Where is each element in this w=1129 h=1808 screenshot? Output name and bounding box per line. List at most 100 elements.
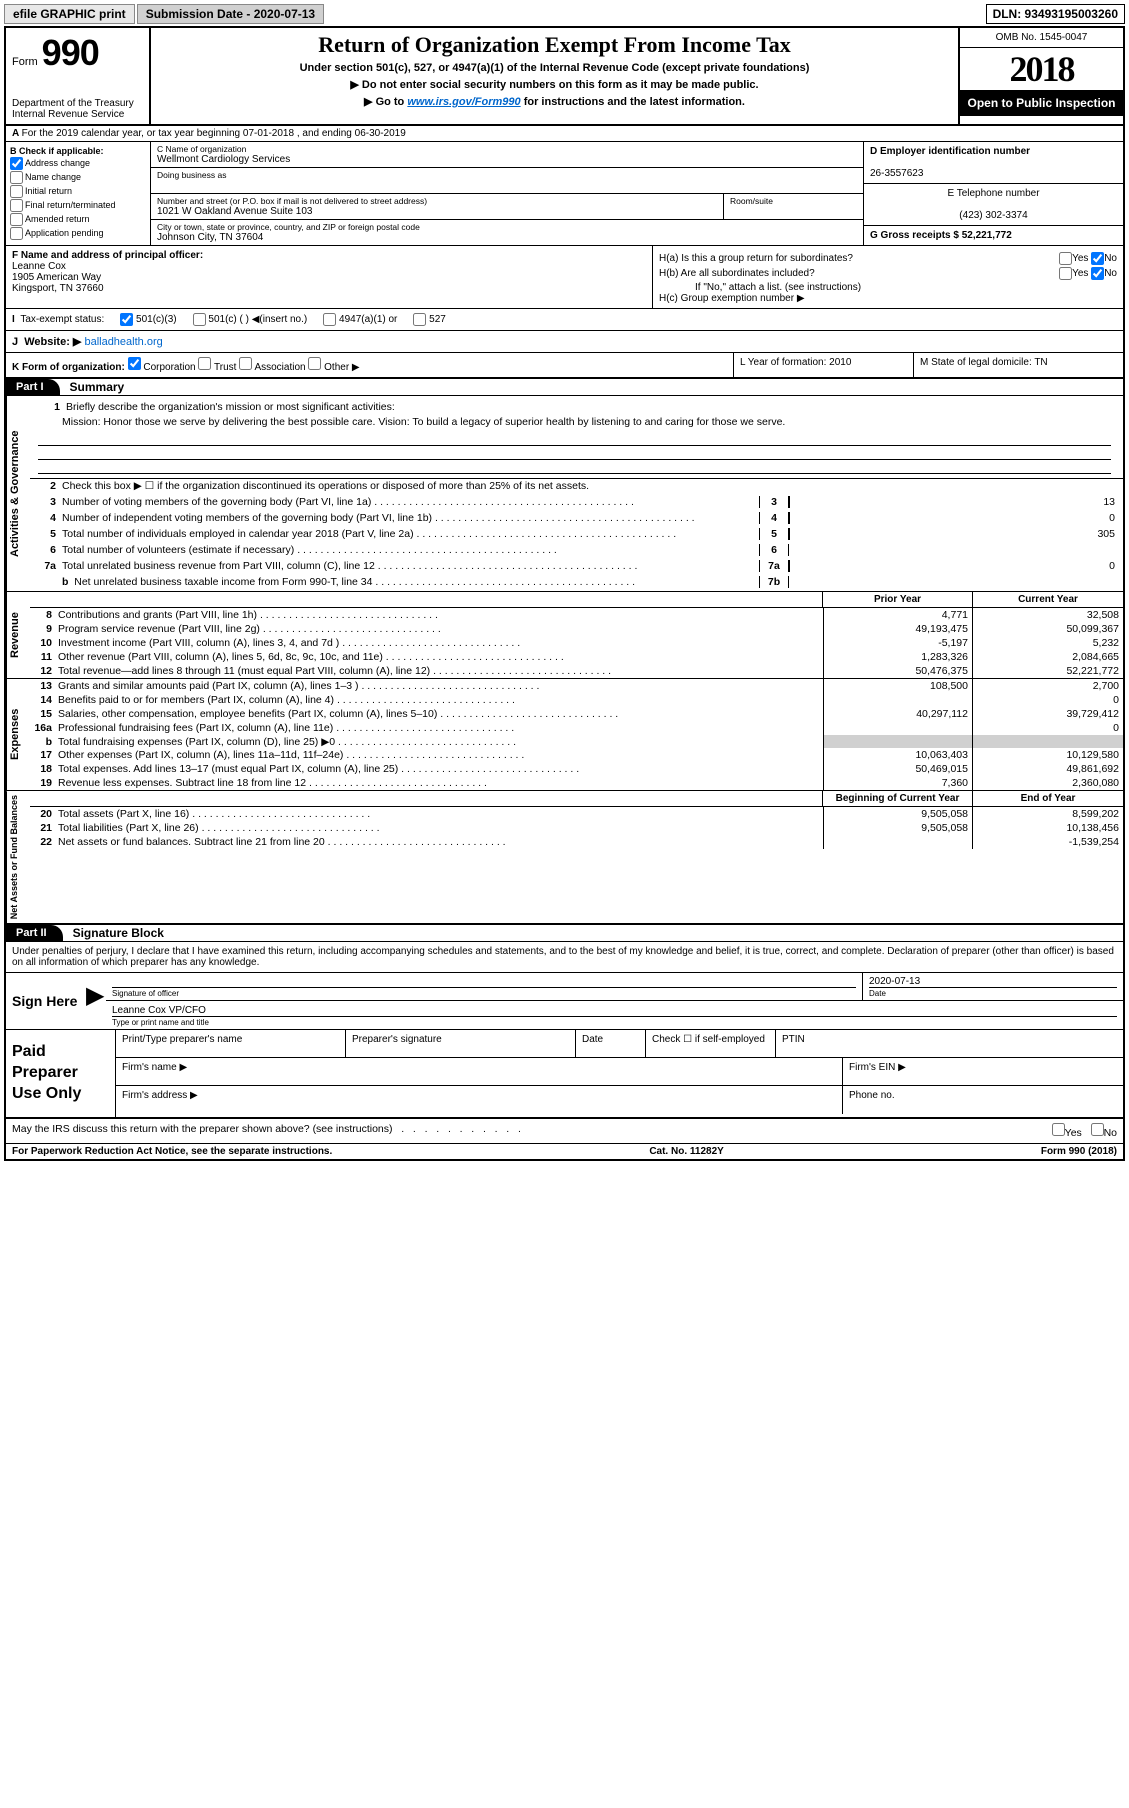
line2-text: Check this box ▶ ☐ if the organization d… (62, 480, 1119, 492)
street-address: 1021 W Oakland Avenue Suite 103 (157, 206, 717, 217)
trust-checkbox[interactable] (198, 357, 211, 370)
current-year-header: Current Year (973, 592, 1123, 607)
ha-yes[interactable] (1059, 252, 1072, 265)
part2-tab: Part II (6, 925, 63, 941)
firm-name-label: Firm's name ▶ (116, 1058, 843, 1085)
footer-question: May the IRS discuss this return with the… (6, 1119, 1123, 1144)
sig-officer-label: Signature of officer (112, 987, 856, 998)
line-22: 22Net assets or fund balances. Subtract … (30, 835, 1123, 849)
discuss-yes[interactable] (1052, 1123, 1065, 1136)
line-21: 21Total liabilities (Part X, line 26) 9,… (30, 821, 1123, 835)
part2-header: Part II Signature Block (6, 925, 1123, 942)
activities-label: Activities & Governance (6, 396, 30, 591)
527-checkbox[interactable] (413, 313, 426, 326)
address-change-checkbox[interactable]: Address change (10, 157, 146, 170)
mission-statement: Mission: Honor those we serve by deliver… (34, 416, 1115, 428)
sig-date-value: 2020-07-13 (869, 976, 1117, 987)
officer-addr1: 1905 American Way (12, 272, 101, 283)
final-return-checkbox[interactable]: Final return/terminated (10, 199, 146, 212)
officer-label: F Name and address of principal officer: (12, 250, 203, 261)
paid-preparer-label: Paid Preparer Use Only (6, 1030, 116, 1116)
phone-value: (423) 302-3374 (959, 210, 1027, 221)
paperwork-notice: For Paperwork Reduction Act Notice, see … (12, 1146, 332, 1157)
section-b-title: B Check if applicable: (10, 146, 104, 156)
line-16b: bTotal fundraising expenses (Part IX, co… (30, 735, 1123, 748)
website-label: Website: ▶ (24, 336, 81, 348)
note-goto-pre: Go to (376, 96, 408, 108)
line-13: 13Grants and similar amounts paid (Part … (30, 679, 1123, 693)
gross-receipts: G Gross receipts $ 52,221,772 (870, 230, 1012, 241)
prior-year-header: Prior Year (823, 592, 973, 607)
part2-title: Signature Block (63, 926, 164, 940)
irs-form-link[interactable]: www.irs.gov/Form990 (407, 96, 520, 108)
sign-here-block: Sign Here ▶ Signature of officer 2020-07… (6, 973, 1123, 1030)
ein-value: 26-3557623 (870, 168, 923, 179)
4947-checkbox[interactable] (323, 313, 336, 326)
hb-no[interactable] (1091, 267, 1104, 280)
sig-date-label: Date (869, 987, 1117, 998)
section-fh: F Name and address of principal officer:… (6, 246, 1123, 309)
corp-checkbox[interactable] (128, 357, 141, 370)
row-i-tax-status: I Tax-exempt status: 501(c)(3) 501(c) ( … (6, 309, 1123, 331)
section-c: C Name of organization Wellmont Cardiolo… (151, 142, 863, 245)
section-b-checkboxes: B Check if applicable: Address change Na… (6, 142, 151, 245)
line-3: 3 Number of voting members of the govern… (30, 495, 1123, 511)
section-de: D Employer identification number 26-3557… (863, 142, 1123, 245)
ha-no[interactable] (1091, 252, 1104, 265)
paid-preparer-block: Paid Preparer Use Only Print/Type prepar… (6, 1030, 1123, 1118)
website-link[interactable]: balladhealth.org (84, 336, 162, 348)
submission-date-button[interactable]: Submission Date - 2020-07-13 (137, 4, 324, 24)
firm-ein-label: Firm's EIN ▶ (843, 1058, 1123, 1085)
line-18: 18Total expenses. Add lines 13–17 (must … (30, 762, 1123, 776)
line-5: 5 Total number of individuals employed i… (30, 527, 1123, 543)
firm-addr-label: Firm's address ▶ (116, 1086, 843, 1114)
print-name-label: Print/Type preparer's name (116, 1030, 346, 1057)
501c3-checkbox[interactable] (120, 313, 133, 326)
hb-label: H(b) Are all subordinates included? (659, 268, 815, 279)
form-version: Form 990 (2018) (1041, 1146, 1117, 1157)
org-name: Wellmont Cardiology Services (157, 154, 857, 165)
expenses-section: Expenses 13Grants and similar amounts pa… (6, 679, 1123, 791)
line1-num: 1 (38, 401, 66, 413)
initial-return-checkbox[interactable]: Initial return (10, 185, 146, 198)
ha-label: H(a) Is this a group return for subordin… (659, 253, 853, 264)
row-j-website: J Website: ▶ balladhealth.org (6, 331, 1123, 353)
line-10: 10Investment income (Part VIII, column (… (30, 636, 1123, 650)
line-4: 4 Number of independent voting members o… (30, 511, 1123, 527)
begin-year-header: Beginning of Current Year (823, 791, 973, 806)
tax-year-row: A For the 2019 calendar year, or tax yea… (6, 126, 1123, 142)
year-formation: L Year of formation: 2010 (733, 353, 913, 377)
form-label: Form (12, 56, 38, 68)
ein-label: D Employer identification number (870, 146, 1030, 157)
discuss-no[interactable] (1091, 1123, 1104, 1136)
sign-here-label: Sign Here (6, 973, 86, 1029)
revenue-label: Revenue (6, 592, 30, 678)
dba-label: Doing business as (157, 170, 857, 180)
netassets-label: Net Assets or Fund Balances (6, 791, 30, 923)
section-h: H(a) Is this a group return for subordin… (653, 246, 1123, 308)
line-19: 19Revenue less expenses. Subtract line 1… (30, 776, 1123, 790)
line-14: 14Benefits paid to or for members (Part … (30, 693, 1123, 707)
application-pending-checkbox[interactable]: Application pending (10, 227, 146, 240)
net-assets-section: Net Assets or Fund Balances Beginning of… (6, 791, 1123, 925)
section-f: F Name and address of principal officer:… (6, 246, 653, 308)
end-year-header: End of Year (973, 791, 1123, 806)
form-container: Form 990 Department of the Treasury Inte… (4, 26, 1125, 1161)
revenue-section: Revenue Prior Year Current Year 8Contrib… (6, 591, 1123, 679)
line-16a: 16aProfessional fundraising fees (Part I… (30, 721, 1123, 735)
hb-yes[interactable] (1059, 267, 1072, 280)
activities-section: Activities & Governance 1 Briefly descri… (6, 396, 1123, 591)
state-domicile: M State of legal domicile: TN (913, 353, 1123, 377)
efile-button[interactable]: efile GRAPHIC print (4, 4, 135, 24)
name-change-checkbox[interactable]: Name change (10, 171, 146, 184)
assoc-checkbox[interactable] (239, 357, 252, 370)
rule (38, 446, 1111, 460)
501c-checkbox[interactable] (193, 313, 206, 326)
officer-addr2: Kingsport, TN 37660 (12, 283, 104, 294)
line-7b: b Net unrelated business taxable income … (30, 575, 1123, 591)
amended-return-checkbox[interactable]: Amended return (10, 213, 146, 226)
note-ssn: Do not enter social security numbers on … (362, 79, 759, 91)
prep-date-label: Date (576, 1030, 646, 1057)
other-checkbox[interactable] (308, 357, 321, 370)
street-label: Number and street (or P.O. box if mail i… (157, 196, 717, 206)
